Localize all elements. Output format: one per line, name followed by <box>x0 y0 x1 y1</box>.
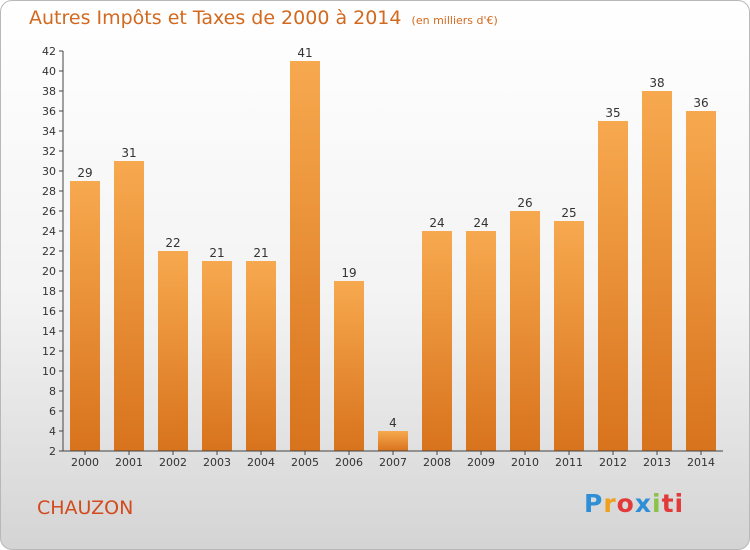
bar <box>114 161 144 451</box>
chart-title: Autres Impôts et Taxes de 2000 à 2014 (e… <box>29 7 498 29</box>
y-tick-label: 24 <box>42 225 56 238</box>
y-tick-label: 36 <box>42 105 56 118</box>
x-tick-label: 2014 <box>687 456 715 469</box>
y-tick-label: 18 <box>42 285 56 298</box>
x-tick-label: 2009 <box>467 456 495 469</box>
chart-title-text: Autres Impôts et Taxes de 2000 à 2014 <box>29 7 402 29</box>
y-tick-label: 32 <box>42 145 56 158</box>
bar <box>598 121 628 451</box>
x-tick-label: 2004 <box>247 456 275 469</box>
y-tick-label: 38 <box>42 85 56 98</box>
x-tick-label: 2002 <box>159 456 187 469</box>
x-tick-label: 2008 <box>423 456 451 469</box>
y-tick-label: 22 <box>42 245 56 258</box>
y-tick-label: 8 <box>49 385 56 398</box>
bar <box>510 211 540 451</box>
y-tick-label: 28 <box>42 185 56 198</box>
x-tick-label: 2000 <box>71 456 99 469</box>
y-tick-label: 14 <box>42 325 56 338</box>
bar <box>378 431 408 451</box>
x-tick-label: 2003 <box>203 456 231 469</box>
y-tick-label: 42 <box>42 45 56 58</box>
bar-value-label: 31 <box>121 146 136 160</box>
bar-value-label: 24 <box>429 216 444 230</box>
bar <box>334 281 364 451</box>
y-tick-label: 12 <box>42 345 56 358</box>
x-tick-label: 2001 <box>115 456 143 469</box>
bar-value-label: 36 <box>693 96 708 110</box>
y-tick-label: 40 <box>42 65 56 78</box>
logo-letter: o <box>616 489 635 518</box>
x-tick-label: 2005 <box>291 456 319 469</box>
bar-value-label: 19 <box>341 266 356 280</box>
x-tick-label: 2012 <box>599 456 627 469</box>
bar <box>642 91 672 451</box>
bar <box>554 221 584 451</box>
y-tick-label: 34 <box>42 125 56 138</box>
bar-value-label: 4 <box>389 416 397 430</box>
x-tick-label: 2007 <box>379 456 407 469</box>
bar <box>686 111 716 451</box>
logo-letter: r <box>603 489 617 518</box>
logo-letter: i <box>652 489 662 518</box>
bar <box>202 261 232 451</box>
proxiti-logo: Proxiti <box>584 489 684 518</box>
y-tick-label: 16 <box>42 305 56 318</box>
bar-value-label: 41 <box>297 46 312 60</box>
bar <box>246 261 276 451</box>
bar-value-label: 35 <box>605 106 620 120</box>
bar <box>158 251 188 451</box>
x-tick-label: 2013 <box>643 456 671 469</box>
logo-letter: P <box>584 489 604 518</box>
bar-value-label: 26 <box>517 196 532 210</box>
commune-name: CHAUZON <box>37 497 134 519</box>
y-tick-label: 20 <box>42 265 56 278</box>
y-tick-label: 26 <box>42 205 56 218</box>
bar <box>290 61 320 451</box>
bar <box>422 231 452 451</box>
y-tick-label: 30 <box>42 165 56 178</box>
y-tick-label: 4 <box>49 425 56 438</box>
bar-value-label: 25 <box>561 206 576 220</box>
bar-value-label: 21 <box>253 246 268 260</box>
logo-letter: ti <box>661 489 685 518</box>
x-tick-label: 2006 <box>335 456 363 469</box>
logo-letter: x <box>634 489 652 518</box>
bar-value-label: 22 <box>165 236 180 250</box>
y-tick-label: 2 <box>49 445 56 458</box>
y-tick-label: 6 <box>49 405 56 418</box>
bar-value-label: 24 <box>473 216 488 230</box>
bar <box>466 231 496 451</box>
bar-value-label: 21 <box>209 246 224 260</box>
x-tick-label: 2011 <box>555 456 583 469</box>
bar <box>70 181 100 451</box>
chart-subtitle: (en milliers d'€) <box>411 14 498 27</box>
bar-value-label: 38 <box>649 76 664 90</box>
bar-value-label: 29 <box>77 166 92 180</box>
x-tick-label: 2010 <box>511 456 539 469</box>
y-tick-label: 10 <box>42 365 56 378</box>
